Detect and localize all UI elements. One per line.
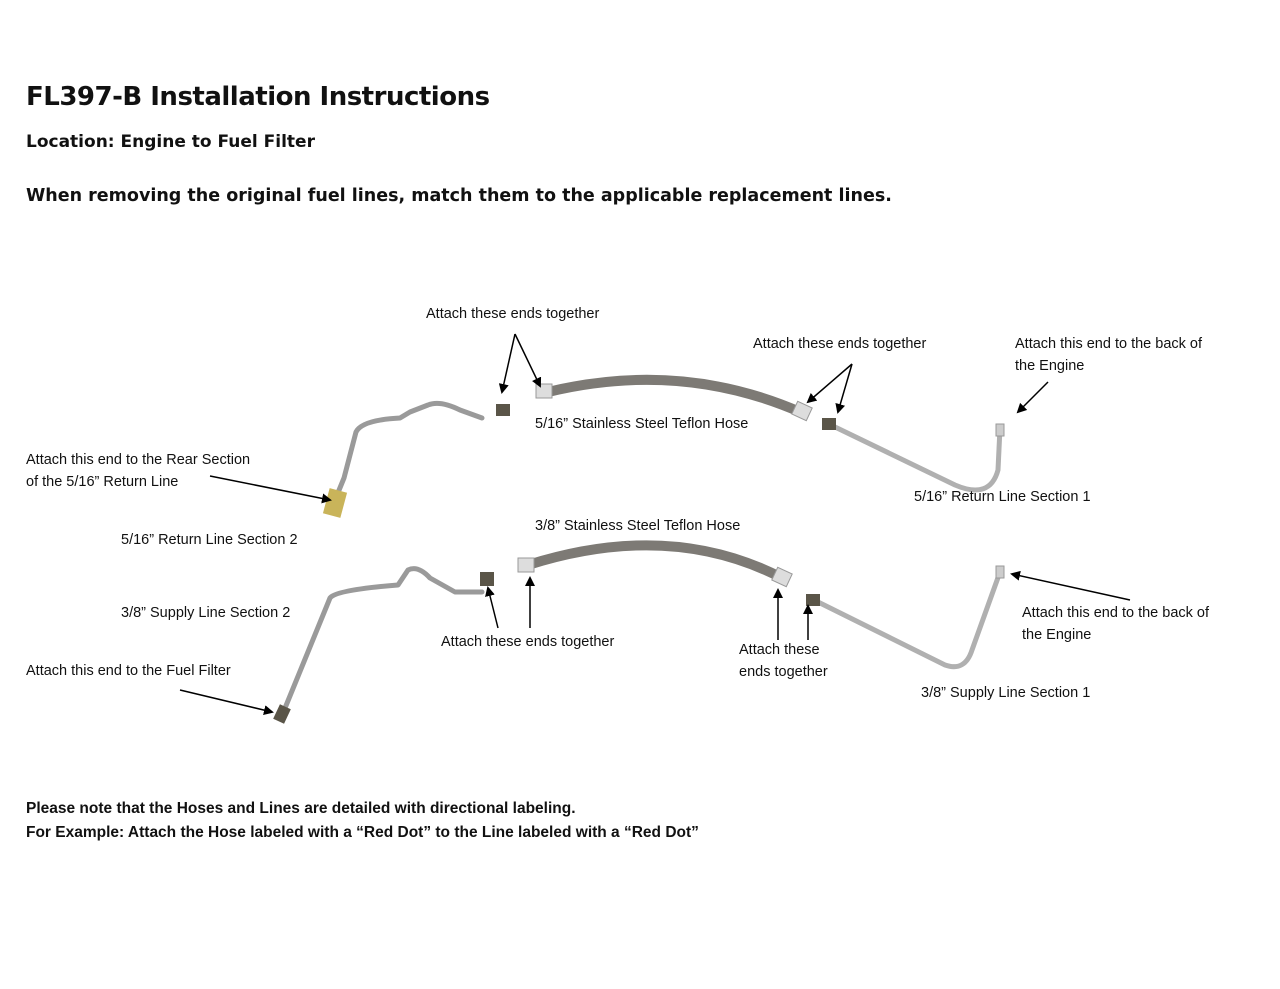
label-attach-bottom-right-1: Attach these [739, 642, 820, 658]
label-attach-top-right: Attach these ends together [753, 336, 927, 352]
label-engine-top-1: Attach this end to the back of [1015, 336, 1203, 352]
label-attach-bottom-right-2: ends together [739, 664, 828, 680]
supply-line-section-1 [815, 569, 1003, 670]
label-return-sec2: 5/16” Return Line Section 2 [121, 532, 298, 548]
label-engine-bottom-2: the Engine [1022, 627, 1092, 643]
return-line-section-1 [832, 424, 1003, 493]
instruction-text: When removing the original fuel lines, m… [26, 186, 892, 206]
label-attach-top-left: Attach these ends together [426, 306, 600, 322]
page-title: FL397-B Installation Instructions [26, 82, 490, 112]
label-hose-516: 5/16” Stainless Steel Teflon Hose [535, 416, 749, 432]
label-rear-section-1: Attach this end to the Rear Section [26, 452, 251, 468]
label-supply-sec1: 3/8” Supply Line Section 1 [921, 685, 1091, 701]
pointer-arrows [179, 333, 1131, 716]
label-return-sec1: 5/16” Return Line Section 1 [914, 489, 1091, 505]
label-engine-top-2: the Engine [1015, 358, 1085, 374]
label-attach-bottom-left: Attach these ends together [441, 634, 615, 650]
supply-line-section-2 [280, 566, 485, 716]
note-line-2: For Example: Attach the Hose labeled wit… [26, 824, 699, 841]
return-hose [543, 374, 805, 417]
label-engine-bottom-1: Attach this end to the back of [1022, 605, 1210, 621]
label-hose-38: 3/8” Stainless Steel Teflon Hose [535, 518, 741, 534]
supply-hose [523, 540, 787, 583]
label-fuel-filter: Attach this end to the Fuel Filter [26, 663, 231, 679]
note-line-1: Please note that the Hoses and Lines are… [26, 800, 576, 817]
location-heading: Location: Engine to Fuel Filter [26, 132, 315, 152]
label-supply-sec2: 3/8” Supply Line Section 2 [121, 605, 291, 621]
label-rear-section-2: of the 5/16” Return Line [26, 474, 179, 490]
return-line-section-2 [332, 400, 485, 503]
